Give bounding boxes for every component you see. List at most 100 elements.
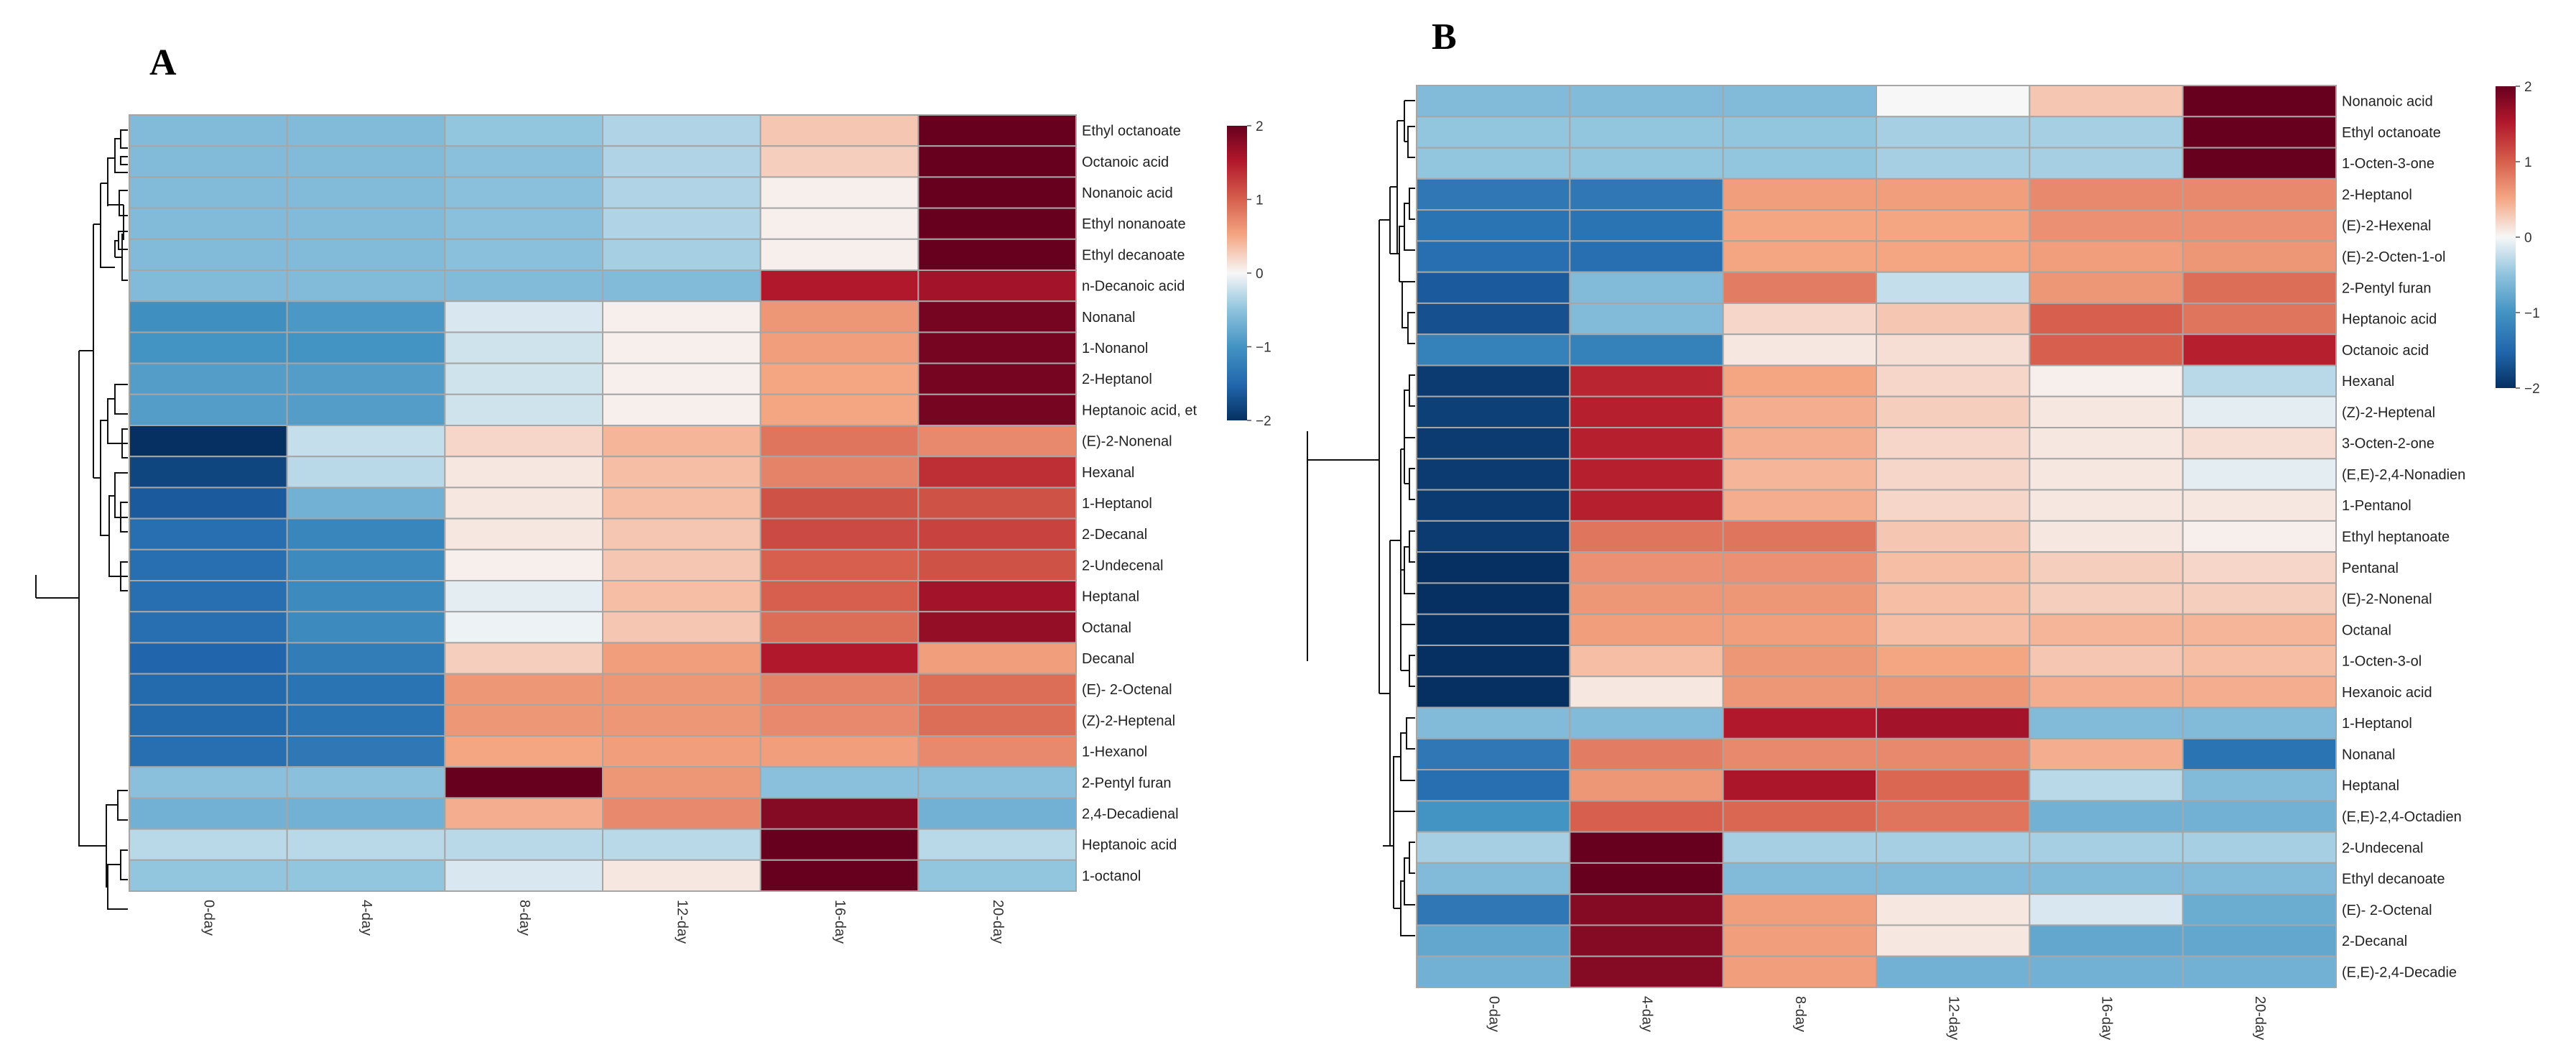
heatmap-cell-a-r24-c4: [759, 859, 919, 893]
heatmap-cell-a-r21-c4: [759, 766, 919, 799]
heatmap-cell-a-r10-c5: [917, 425, 1078, 458]
heatmap-cell-b-r8-c4: [2029, 333, 2184, 367]
heatmap-cell-a-r15-c5: [917, 580, 1078, 613]
heatmap-cell-b-r0-c5: [2182, 85, 2338, 118]
heatmap-cells-b: [1416, 85, 2338, 988]
row-label-a: Decanal: [1082, 651, 1134, 667]
heatmap-cell-a-r0-c5: [917, 114, 1078, 147]
row-label-a: 1-Heptanol: [1082, 496, 1152, 512]
row-label-b: Nonanal: [2342, 747, 2396, 762]
heatmap-cell-b-r7-c5: [2182, 302, 2338, 336]
heatmap-cell-b-r0-c0: [1416, 85, 1571, 118]
heatmap-cell-b-r24-c1: [1569, 831, 1724, 864]
heatmap-cell-b-r9-c1: [1569, 364, 1724, 397]
heatmap-cell-a-r7-c2: [444, 331, 603, 364]
row-labels-a: Ethyl octanoate Octanoic acid Nonanoic aci…: [1082, 124, 1197, 885]
heatmap-cell-b-r7-c2: [1722, 302, 1878, 336]
heatmap-cell-b-r15-c4: [2029, 551, 2184, 584]
heatmap-cell-b-r20-c5: [2182, 706, 2338, 739]
heatmap-cell-b-r19-c1: [1569, 676, 1724, 709]
heatmap-cell-b-r11-c3: [1876, 427, 2031, 460]
row-label-a: Ethyl octanoate: [1082, 124, 1181, 139]
heatmap-cell-a-r8-c0: [129, 362, 288, 395]
heatmap-cell-a-r5-c2: [444, 269, 603, 303]
row-label-a: 2,4-Decadienal: [1082, 806, 1179, 822]
heatmap-cell-b-r4-c0: [1416, 209, 1571, 242]
heatmap-cell-a-r19-c2: [444, 704, 603, 737]
heatmap-cell-b-r15-c0: [1416, 551, 1571, 584]
heatmap-cell-a-r12-c5: [917, 487, 1078, 520]
heatmap-panel-a: A Ethyl octanoate Octanoic acid Nonanoic a…: [35, 42, 1271, 944]
heatmap-cell-b-r3-c1: [1569, 178, 1724, 211]
heatmap-cell-b-r4-c5: [2182, 209, 2338, 242]
heatmap-cell-b-r15-c1: [1569, 551, 1724, 584]
heatmap-cell-b-r4-c3: [1876, 209, 2031, 242]
heatmap-cell-a-r14-c1: [286, 548, 446, 581]
heatmap-cell-a-r4-c1: [286, 238, 446, 271]
heatmap-cell-a-r24-c5: [917, 859, 1078, 893]
heatmap-cell-a-r5-c3: [602, 269, 761, 303]
heatmap-cell-b-r7-c4: [2029, 302, 2184, 336]
heatmap-cell-b-r7-c1: [1569, 302, 1724, 336]
heatmap-cell-b-r16-c3: [1876, 582, 2031, 615]
heatmap-cell-b-r1-c1: [1569, 116, 1724, 149]
heatmap-cell-b-r25-c2: [1722, 862, 1878, 895]
heatmap-cell-b-r15-c2: [1722, 551, 1878, 584]
legend-tick-label-b: 1: [2524, 155, 2532, 170]
heatmap-cell-a-r17-c0: [129, 642, 288, 675]
heatmap-cell-a-r19-c5: [917, 704, 1078, 737]
heatmap-cell-a-r22-c3: [602, 797, 761, 830]
heatmap-cell-a-r17-c5: [917, 642, 1078, 675]
heatmap-cell-b-r13-c3: [1876, 489, 2031, 522]
heatmap-cell-a-r18-c5: [917, 673, 1078, 706]
heatmap-cell-b-r17-c1: [1569, 613, 1724, 646]
heatmap-cell-a-r14-c2: [444, 548, 603, 581]
row-label-b: 1-Pentanol: [2342, 498, 2411, 514]
heatmap-cell-b-r13-c0: [1416, 489, 1571, 522]
heatmap-cell-b-r26-c2: [1722, 893, 1878, 926]
heatmap-cell-a-r3-c5: [917, 207, 1078, 240]
heatmap-cell-b-r3-c2: [1722, 178, 1878, 211]
heatmap-cell-b-r8-c1: [1569, 333, 1724, 367]
heatmap-cell-b-r27-c4: [2029, 924, 2184, 957]
heatmap-cell-b-r21-c3: [1876, 737, 2031, 771]
heatmap-cell-a-r24-c0: [129, 859, 288, 893]
heatmap-cell-b-r4-c1: [1569, 209, 1724, 242]
legend-bar-a: [1227, 126, 1247, 420]
heatmap-cell-b-r16-c5: [2182, 582, 2338, 615]
heatmap-cell-b-r18-c2: [1722, 644, 1878, 678]
heatmap-cell-b-r17-c0: [1416, 613, 1571, 646]
row-label-b: 1-Octen-3-one: [2342, 156, 2434, 172]
heatmap-cell-b-r0-c1: [1569, 85, 1724, 118]
heatmap-cell-a-r8-c3: [602, 362, 761, 395]
heatmap-cell-b-r14-c5: [2182, 520, 2338, 553]
heatmap-cell-b-r1-c3: [1876, 116, 2031, 149]
heatmap-cell-a-r8-c1: [286, 362, 446, 395]
heatmap-cell-b-r23-c3: [1876, 800, 2031, 833]
heatmap-cell-a-r5-c4: [759, 269, 919, 303]
column-label-a: 16-day: [832, 900, 848, 944]
heatmap-cell-b-r12-c0: [1416, 458, 1571, 491]
row-label-b: 2-Decanal: [2342, 934, 2407, 949]
row-label-a: 2-Undecenal: [1082, 558, 1163, 573]
column-label-a: 0-day: [201, 900, 217, 936]
column-labels-b: 0-day 4-day 8-day 12-day 16-day 20-day: [1486, 996, 2268, 1040]
heatmap-cell-a-r1-c4: [759, 145, 919, 178]
panel-label-b: B: [1432, 17, 1457, 57]
heatmap-cell-b-r22-c0: [1416, 769, 1571, 802]
heatmap-cell-b-r4-c2: [1722, 209, 1878, 242]
heatmap-cell-b-r16-c0: [1416, 582, 1571, 615]
heatmap-cell-b-r20-c0: [1416, 706, 1571, 739]
heatmap-cell-a-r0-c4: [759, 114, 919, 147]
heatmap-cell-b-r14-c4: [2029, 520, 2184, 553]
heatmap-cell-a-r11-c3: [602, 456, 761, 489]
heatmap-cell-b-r2-c4: [2029, 147, 2184, 180]
heatmap-cell-a-r23-c2: [444, 828, 603, 861]
row-label-a: Heptanal: [1082, 589, 1139, 605]
heatmap-cell-a-r22-c4: [759, 797, 919, 830]
heatmap-cell-b-r25-c0: [1416, 862, 1571, 895]
heatmap-cell-a-r11-c2: [444, 456, 603, 489]
heatmap-cell-a-r21-c1: [286, 766, 446, 799]
heatmap-cell-a-r18-c4: [759, 673, 919, 706]
legend-tick-label-b: 2: [2524, 80, 2532, 95]
